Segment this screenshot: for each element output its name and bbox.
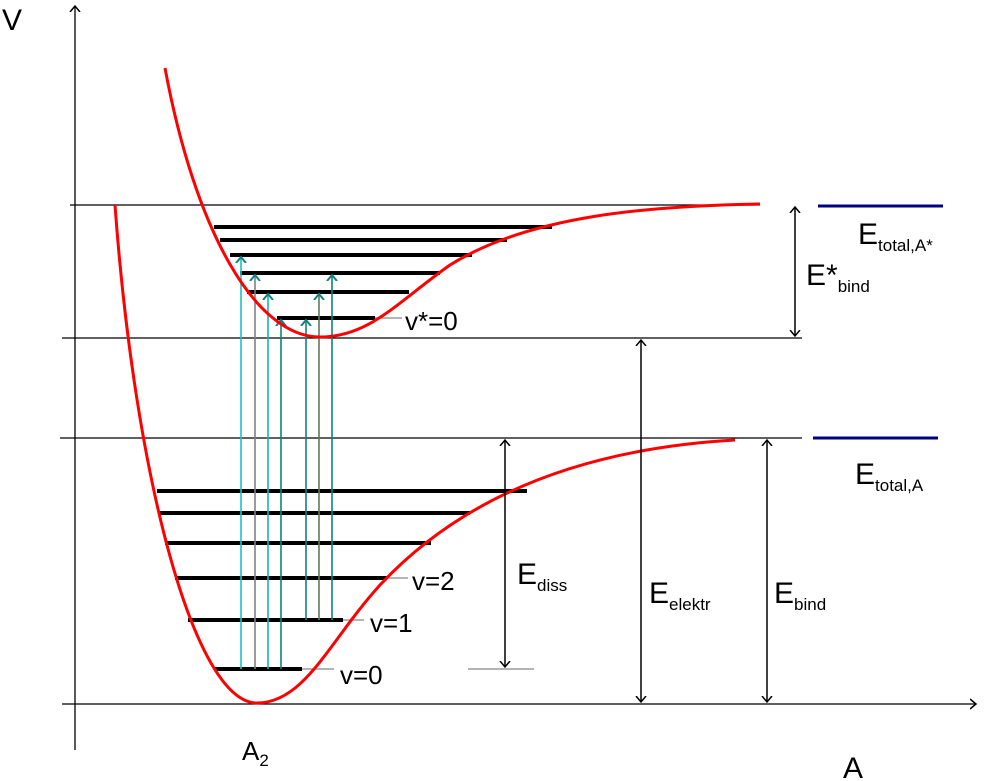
e-bind-label: Ebind [774, 577, 826, 614]
leader-lines [302, 317, 534, 670]
level-label-v1: v=1 [370, 608, 413, 638]
level-label-v0: v=0 [340, 660, 383, 690]
y-axis-label: V [2, 4, 22, 37]
excited-vibrational-levels [214, 225, 552, 320]
level-label-v-star-0: v*=0 [405, 306, 458, 336]
excited-state-curve [163, 67, 761, 339]
molecule-label: A2 [242, 736, 269, 770]
x-axis-label: A [843, 752, 863, 781]
ground-vibrational-levels [157, 489, 527, 671]
energy-arrows [505, 207, 795, 702]
level-label-v2: v=2 [412, 566, 455, 596]
e-total-excited-label: Etotal,A* [858, 218, 933, 255]
e-diss-label: Ediss [517, 558, 567, 595]
e-bind-excited-label: E*bind [806, 259, 870, 296]
transition-arrows [241, 257, 332, 669]
e-elektr-label: Eelektr [649, 577, 711, 614]
reference-lines [60, 204, 802, 439]
e-total-ground-label: Etotal,A [855, 458, 924, 495]
ground-state-curve [113, 204, 736, 705]
